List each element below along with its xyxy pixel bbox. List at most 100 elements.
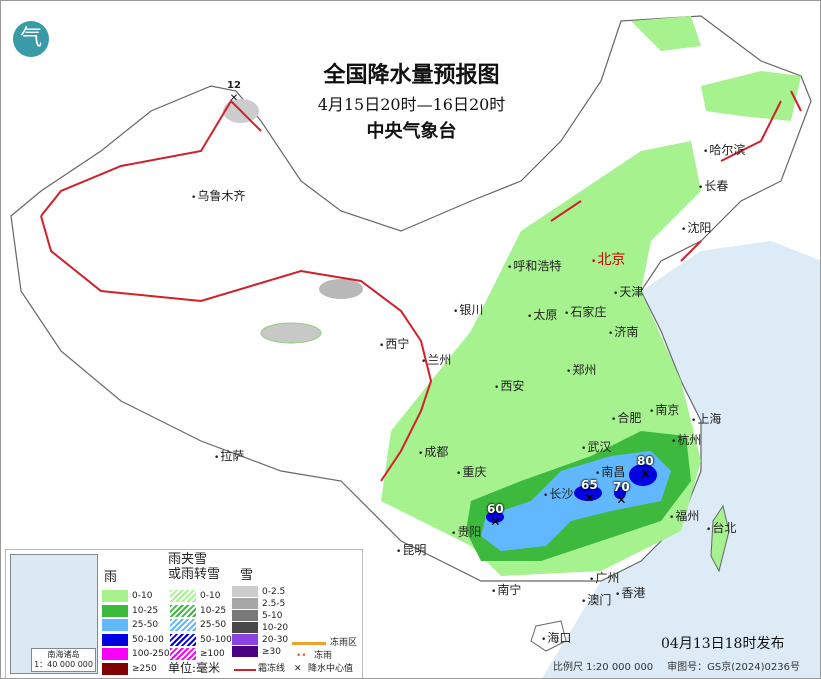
rain-swatch-label: ≥250 bbox=[132, 663, 157, 674]
snow-swatch-label: 10-20 bbox=[262, 623, 289, 633]
south-china-sea-inset: 南海诸岛 1：40 000 000 bbox=[10, 554, 98, 674]
freezing-rain-icon: •• bbox=[296, 651, 307, 661]
rain-50-100 bbox=[614, 487, 626, 499]
city-label: 北京 bbox=[591, 249, 625, 269]
city-label: 天津 bbox=[613, 283, 643, 300]
rain-50-100 bbox=[574, 485, 602, 501]
rain-50-100 bbox=[486, 511, 504, 523]
snow-swatch bbox=[232, 634, 258, 645]
freezing-rain-zone-label: 冻雨区 bbox=[330, 638, 358, 648]
city-label: 杭州 bbox=[671, 431, 701, 448]
city-label: 西宁 bbox=[379, 335, 409, 352]
city-label: 重庆 bbox=[456, 463, 486, 480]
rain-swatch-label: 50-100 bbox=[132, 634, 164, 645]
rain-swatch-label: 0-10 bbox=[132, 591, 153, 601]
mix-snow-area bbox=[260, 322, 322, 344]
mix-swatch-label: 50-100 bbox=[200, 634, 232, 645]
city-label: 长春 bbox=[698, 177, 728, 194]
unit-label: 单位:毫米 bbox=[168, 661, 221, 675]
rain-50-100 bbox=[629, 464, 657, 486]
city-label: 石家庄 bbox=[564, 303, 606, 320]
rain-swatch bbox=[102, 619, 128, 631]
center-x-icon: ✕ bbox=[229, 93, 239, 104]
mix-swatch bbox=[170, 619, 196, 631]
city-label: 太原 bbox=[527, 306, 557, 323]
center-x-icon: ✕ bbox=[640, 467, 651, 481]
city-label: 拉萨 bbox=[214, 447, 244, 464]
city-label: 澳门 bbox=[581, 591, 611, 608]
city-label: 银川 bbox=[453, 301, 483, 318]
rain-0-10-northeast bbox=[701, 71, 801, 121]
mix-swatch bbox=[170, 604, 196, 617]
snow-swatch-label: 2.5-5 bbox=[262, 599, 286, 609]
center-x-icon: ✕ bbox=[616, 493, 627, 507]
city-label: 郑州 bbox=[566, 361, 596, 378]
snow-swatch-label: 0-2.5 bbox=[262, 587, 286, 597]
city-label: 南昌 bbox=[595, 463, 625, 480]
review-number: 审图号：GS京(2024)0236号 bbox=[667, 662, 800, 673]
city-label: 沈阳 bbox=[681, 219, 711, 236]
precip-center-value: 60 ✕ bbox=[487, 502, 504, 529]
city-label: 成都 bbox=[418, 443, 448, 460]
rain-swatch-label: 10-25 bbox=[132, 605, 159, 616]
mix-legend-title: 雨夹雪 或雨转雪 bbox=[168, 552, 220, 582]
city-label: 武汉 bbox=[581, 438, 611, 455]
city-label: 兰州 bbox=[421, 351, 451, 368]
rain-swatch bbox=[102, 648, 128, 660]
city-label: 海口 bbox=[541, 629, 571, 646]
snow-swatch-label: ≥30 bbox=[262, 647, 281, 657]
footer: 比例尺 1:20 000 000 审图号：GS京(2024)0236号 bbox=[553, 658, 814, 673]
sea bbox=[542, 241, 820, 678]
mix-swatch bbox=[170, 590, 196, 602]
frost-line bbox=[550, 90, 802, 262]
snow-swatch bbox=[232, 586, 258, 597]
snow-swatch-label: 20-30 bbox=[262, 635, 289, 645]
precip-center-value: 70 ✕ bbox=[613, 480, 630, 507]
snow-legend-title: 雪 bbox=[240, 568, 254, 583]
issued-time: 04月13日18时发布 bbox=[661, 636, 785, 652]
city-label: 哈尔滨 bbox=[703, 141, 745, 158]
mix-swatch bbox=[170, 648, 196, 660]
inset-caption-scale: 1：40 000 000 bbox=[34, 660, 93, 669]
cma-logo-icon: 气 bbox=[13, 21, 49, 57]
city-label: 西安 bbox=[494, 377, 524, 394]
mix-legend-title-line1: 雨夹雪 bbox=[168, 552, 208, 567]
rain-swatch-label: 25-50 bbox=[132, 620, 159, 630]
snow-swatch bbox=[232, 610, 258, 621]
mix-legend-title-line2: 或雨转雪 bbox=[168, 567, 221, 582]
center-x-icon: ✕ bbox=[294, 664, 302, 674]
frost-line-label: 霜冻线 bbox=[258, 664, 286, 674]
rain-swatch bbox=[102, 662, 128, 675]
rain-swatch bbox=[102, 633, 128, 646]
snow-swatch bbox=[232, 622, 258, 633]
city-label: 昆明 bbox=[396, 541, 426, 558]
freezing-rain-label: 冻雨 bbox=[314, 651, 333, 661]
frost-line-sample bbox=[234, 669, 256, 671]
inset-caption: 南海诸岛 1：40 000 000 bbox=[31, 648, 96, 672]
city-label: 上海 bbox=[691, 410, 721, 427]
city-label: 合肥 bbox=[611, 409, 641, 426]
mix-swatch-label: 10-25 bbox=[200, 605, 227, 616]
city-label: 长沙 bbox=[543, 485, 573, 502]
city-label: 乌鲁木齐 bbox=[191, 187, 245, 204]
mix-swatch bbox=[170, 633, 196, 646]
rain-0-10-north bbox=[631, 16, 701, 51]
city-label: 福州 bbox=[669, 507, 699, 524]
center-value-label: 降水中心值 bbox=[308, 664, 354, 674]
inset-caption-title: 南海诸岛 bbox=[47, 650, 80, 659]
snow-swatch bbox=[232, 598, 258, 609]
precip-center-value: 65 ✕ bbox=[581, 478, 598, 505]
city-label: 贵阳 bbox=[451, 523, 481, 540]
snow-swatch-label: 5-10 bbox=[262, 611, 283, 621]
city-label: 南京 bbox=[649, 401, 679, 418]
rain-swatch bbox=[102, 604, 128, 617]
freezing-rain-zone-line bbox=[292, 642, 326, 645]
city-label: 香港 bbox=[615, 584, 645, 601]
agency: 中央气象台 bbox=[366, 121, 457, 142]
city-label: 南宁 bbox=[491, 581, 521, 598]
rain-swatch-label: 100-250 bbox=[132, 649, 170, 659]
precip-center-value: 80 ✕ bbox=[637, 454, 654, 481]
legend: 南海诸岛 1：40 000 000 雨 雨夹雪 或雨转雪 雪 0-10 10-25 25… bbox=[5, 549, 363, 678]
forecast-period: 4月15日20时—16日20时 bbox=[317, 95, 506, 114]
